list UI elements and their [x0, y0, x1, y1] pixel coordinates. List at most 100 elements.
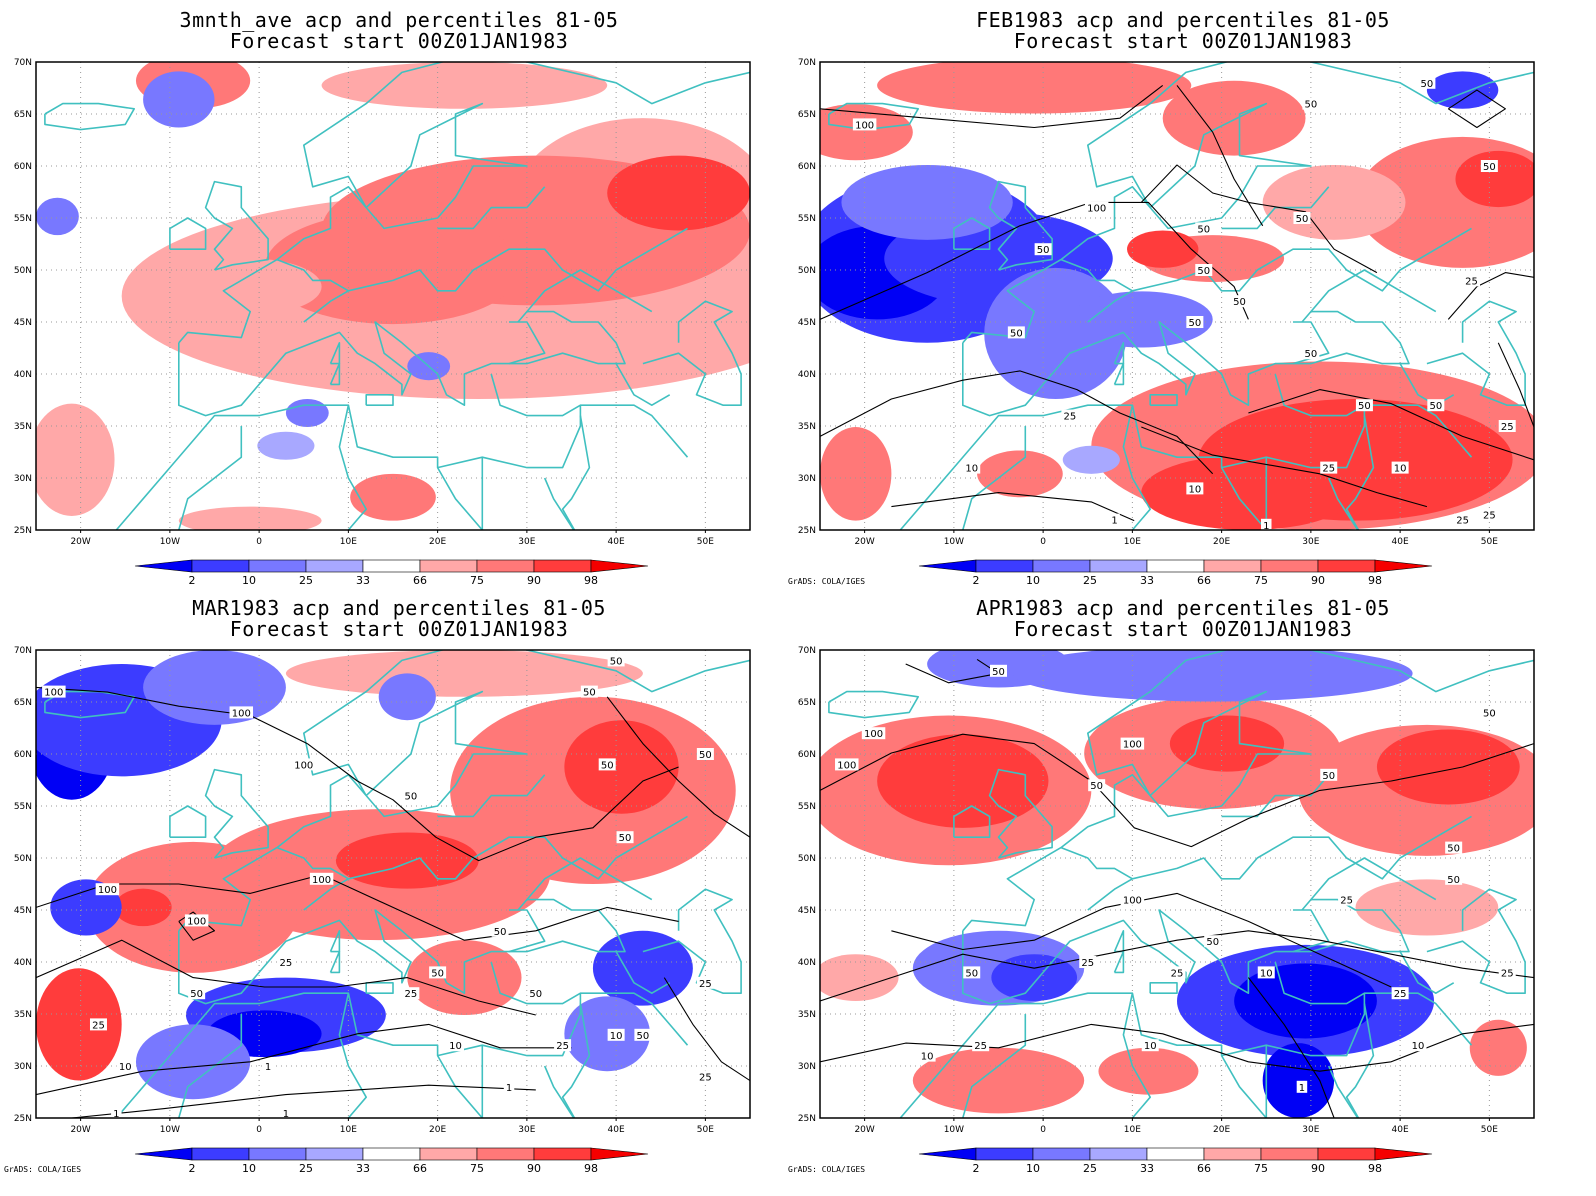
svg-text:25: 25 [1322, 464, 1335, 475]
x-tick-label: 10W [944, 537, 964, 547]
legend-level-label: 33 [1140, 574, 1154, 587]
legend-level-label: 98 [1368, 1162, 1382, 1175]
contour-label: 25 [1480, 508, 1498, 521]
svg-text:50: 50 [1447, 844, 1460, 855]
legend-level-label: 2 [189, 1162, 196, 1175]
coastline [329, 950, 341, 974]
contour-label: 50 [1195, 222, 1213, 235]
contour-label: 50 [402, 789, 420, 803]
shade-region [36, 197, 79, 236]
y-tick-label: 55N [14, 802, 32, 812]
contour-label: 25 [696, 1070, 714, 1083]
contour-label: 10 [607, 1028, 625, 1042]
y-tick-label: 60N [14, 750, 32, 760]
legend-swatch [305, 559, 364, 573]
svg-text:50: 50 [1429, 401, 1442, 412]
coastline [204, 180, 269, 271]
svg-text:50: 50 [965, 968, 978, 979]
svg-text:25: 25 [404, 989, 417, 1000]
contour-label: 25 [1061, 409, 1079, 423]
legend-level-label: 33 [356, 574, 370, 587]
coastline [642, 300, 742, 407]
shade-region [1062, 445, 1120, 474]
contour-label: 50 [1088, 779, 1106, 792]
legend-level-label: 10 [1026, 574, 1040, 587]
coastline [953, 805, 991, 838]
legend-swatch [1203, 559, 1262, 573]
svg-text:50: 50 [992, 667, 1005, 678]
svg-text:10: 10 [1188, 484, 1201, 495]
legend-level-label: 25 [1083, 1162, 1097, 1175]
shade-region [36, 968, 122, 1081]
x-tick-label: 0 [256, 537, 262, 547]
shade-region [321, 62, 608, 109]
svg-text:1: 1 [265, 1062, 271, 1073]
legend-swatch [191, 559, 250, 573]
contour-label: 100 [1084, 201, 1109, 215]
svg-text:50: 50 [1233, 297, 1246, 308]
plot-frame [35, 649, 751, 1119]
y-tick-label: 70N [798, 58, 816, 68]
legend-swatch [362, 559, 421, 573]
svg-text:25: 25 [1394, 989, 1407, 1000]
x-tick-label: 20W [70, 1125, 90, 1135]
legend-level-label: 33 [356, 1162, 370, 1175]
shade-region [877, 62, 1192, 114]
x-tick-label: 10E [1124, 537, 1141, 547]
contour-label: 50 [188, 987, 206, 1000]
contour-label: 50 [990, 664, 1007, 678]
coastline [1327, 1065, 1359, 1118]
svg-text:25: 25 [974, 1041, 987, 1052]
svg-text:50: 50 [1483, 162, 1496, 173]
coastline [526, 857, 653, 901]
contour-label: 50 [580, 685, 598, 699]
shade-region [114, 888, 172, 927]
y-tick-label: 70N [798, 646, 816, 656]
coastline [1122, 405, 1152, 530]
svg-text:50: 50 [583, 688, 596, 699]
svg-text:50: 50 [1010, 328, 1023, 339]
contour-label: 1 [1261, 518, 1272, 530]
svg-text:100: 100 [312, 875, 331, 886]
legend-arrow-left [134, 1147, 193, 1161]
y-tick-label: 45N [798, 318, 816, 328]
contour-label: 50 [1427, 399, 1445, 412]
svg-text:25: 25 [699, 979, 712, 990]
coastline [329, 341, 341, 365]
coastline [178, 310, 626, 417]
legend-level-label: 10 [1026, 1162, 1040, 1175]
contour-label: 50 [1204, 935, 1222, 948]
contour-label: 10 [446, 1039, 464, 1052]
contour-line [71, 1084, 536, 1118]
coastline [1364, 992, 1473, 1046]
legend-level-label: 10 [242, 1162, 256, 1175]
svg-text:100: 100 [1123, 896, 1142, 907]
coastline [561, 415, 591, 530]
contour-line [36, 1023, 572, 1096]
svg-text:100: 100 [1087, 204, 1106, 215]
contour-label: 1 [503, 1080, 515, 1094]
x-tick-label: 40E [1392, 537, 1409, 547]
y-tick-label: 55N [798, 214, 816, 224]
shade-region [977, 450, 1063, 498]
shade-region [820, 954, 899, 1001]
panel-feb1983: FEB1983 acp and percentiles 81-05 Foreca… [784, 0, 1582, 598]
coastline [508, 909, 546, 953]
svg-text:10: 10 [610, 1031, 623, 1042]
contour-label: 50 [1480, 160, 1498, 173]
svg-text:50: 50 [1358, 401, 1371, 412]
plot-frame [819, 649, 1535, 1119]
legend-swatch [419, 1147, 478, 1161]
x-tick-label: 10E [340, 1125, 357, 1135]
y-tick-label: 40N [798, 370, 816, 380]
svg-text:25: 25 [1340, 896, 1353, 907]
y-tick-label: 70N [14, 646, 32, 656]
coastline [437, 186, 546, 230]
legend-swatch [1146, 1147, 1205, 1161]
y-tick-label: 30N [798, 474, 816, 484]
x-tick-label: 10W [160, 1125, 180, 1135]
svg-text:100: 100 [855, 120, 874, 131]
contour-line [1248, 389, 1534, 461]
svg-text:50: 50 [404, 792, 417, 803]
